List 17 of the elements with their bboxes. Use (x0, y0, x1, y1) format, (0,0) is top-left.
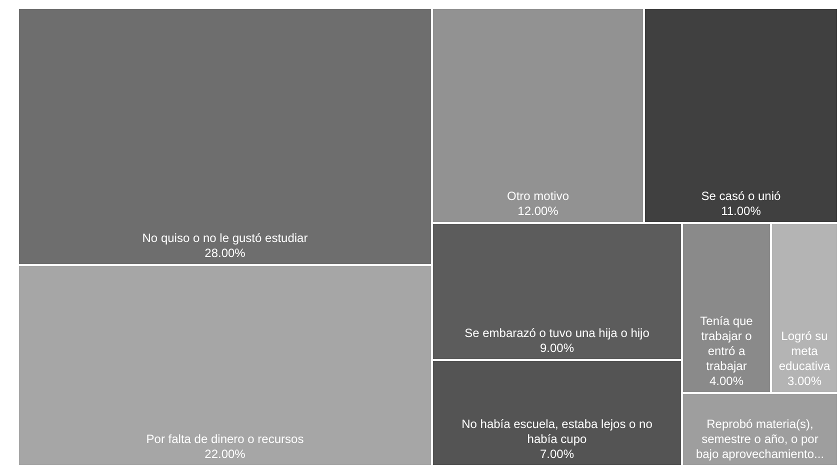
data-label: 12.00% (518, 204, 559, 218)
data-label: 11.00% (721, 204, 762, 218)
category-label: Se embarazó o tuvo una hija o hijo (464, 326, 650, 340)
data-label: 7.00% (540, 447, 574, 461)
data-label: 22.00% (204, 447, 246, 461)
category-label: No quiso o no le gustó estudiar (142, 231, 308, 245)
category-label: Logró su meta educativa (778, 329, 831, 373)
category-label: Tenía que trabajar o entró a trabajar (700, 314, 754, 373)
category-label: Reprobó materia(s), semestre o año, o por bajo aprovechamiento... (696, 417, 824, 461)
category-label: Se casó o unió (701, 189, 782, 203)
category-label: Otro motivo (506, 189, 570, 203)
category-label: No había escuela, estaba lejos o no había cupo (462, 417, 653, 446)
data-label: 3.00% (787, 374, 822, 388)
category-label: Por falta de dinero o recursos (146, 432, 304, 446)
data-label: 4.00% (709, 374, 744, 388)
data-label: 28.00% (204, 246, 246, 260)
data-label: 9.00% (540, 341, 574, 355)
